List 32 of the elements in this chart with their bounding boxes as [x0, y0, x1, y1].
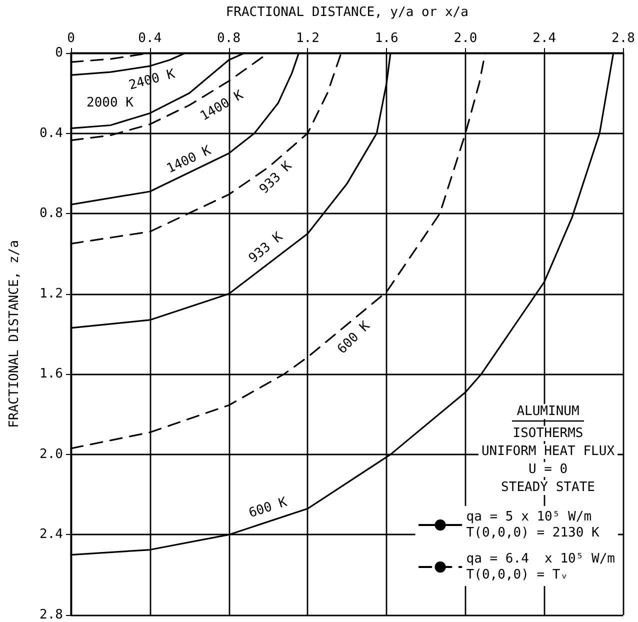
annotation: 1400 K — [198, 88, 246, 124]
y-tick-label: 0.8 — [40, 206, 63, 222]
x-tick-label: 0 — [67, 31, 75, 46]
y-tick-label: 2.0 — [40, 446, 63, 462]
y-tick-label: 2.4 — [40, 527, 64, 542]
x-tick-label: 1.6 — [374, 31, 398, 46]
legend-title: ALUMINUM — [516, 404, 580, 419]
annotation: STEADY STATE — [501, 480, 595, 495]
y-tick-label: 2.8 — [40, 608, 63, 622]
x-tick-label: 2.0 — [454, 31, 478, 46]
annotation: 600 K — [334, 318, 374, 358]
annotation: U = 0 — [528, 462, 568, 477]
y-tick-label: 0 — [55, 46, 63, 60]
annotation: 600 K — [247, 494, 290, 522]
annotation: 2000 K — [86, 96, 134, 110]
legend-label: qa = 6.4 x 10⁵ W/m T(0,0,0) = Tᵥ — [466, 552, 616, 582]
annotation: 1400 K — [164, 143, 214, 177]
annotation: UNIFORM HEAT FLUX — [481, 444, 615, 459]
annotation: 933 K — [246, 230, 286, 266]
legend-label: qa = 5 x 10⁵ W/m T(0,0,0) = 2130 K — [466, 510, 600, 540]
annotation: 933 K — [256, 158, 296, 198]
y-tick-label: 1.6 — [40, 366, 63, 382]
x-tick-label: 0.4 — [138, 31, 162, 46]
x-tick-label: 0.8 — [217, 31, 241, 46]
x-tick-label: 2.4 — [532, 31, 556, 46]
x-tick-label: 1.2 — [296, 31, 320, 46]
y-tick-label: 1.2 — [40, 286, 63, 302]
x-tick-label: 2.8 — [612, 31, 635, 46]
x-axis-title: FRACTIONAL DISTANCE, y/a or x/a — [226, 5, 468, 20]
annotation: ISOTHERMS — [512, 426, 584, 441]
y-axis-title: FRACTIONAL DISTANCE, z/a — [7, 240, 22, 428]
y-tick-label: 0.4 — [40, 126, 64, 141]
